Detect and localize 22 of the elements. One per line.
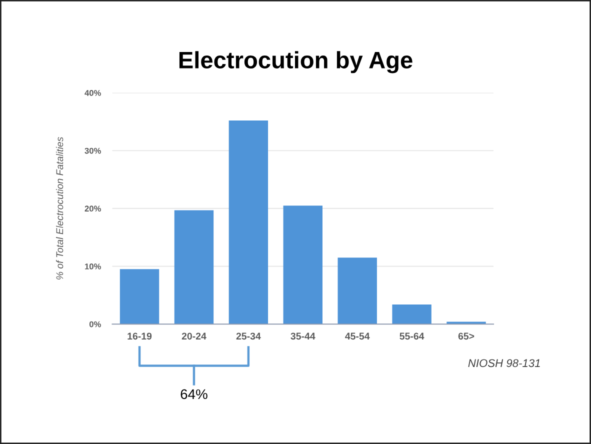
annotation: 64%	[180, 389, 208, 400]
x-tick-label: 20-24	[182, 332, 206, 340]
y-tick-label: 10%	[85, 263, 101, 270]
x-tick-label: 55-64	[400, 332, 424, 340]
bar	[283, 206, 322, 324]
y-tick-label: 40%	[84, 90, 101, 96]
chart-title: Electrocution by Age	[179, 51, 412, 74]
bar	[120, 269, 160, 324]
x-tick-label: 45-54	[345, 332, 370, 340]
x-tick-label: 35-44	[290, 332, 316, 340]
x-tick-label: 16-19	[128, 332, 152, 340]
y-tick-label: 0%	[89, 321, 101, 328]
x-tick-label: 25-34	[236, 332, 261, 340]
bar	[392, 304, 432, 324]
text: NIOSH 98-131	[468, 359, 540, 368]
y-tick-label: 20%	[84, 206, 101, 212]
bar	[228, 120, 268, 324]
y-axis-title: % of Total Electrocution Fatalities	[56, 136, 64, 280]
bar	[338, 258, 377, 324]
bar	[174, 210, 214, 324]
x-tick-label: 65>	[458, 332, 474, 340]
y-tick-label: 30%	[84, 148, 101, 154]
